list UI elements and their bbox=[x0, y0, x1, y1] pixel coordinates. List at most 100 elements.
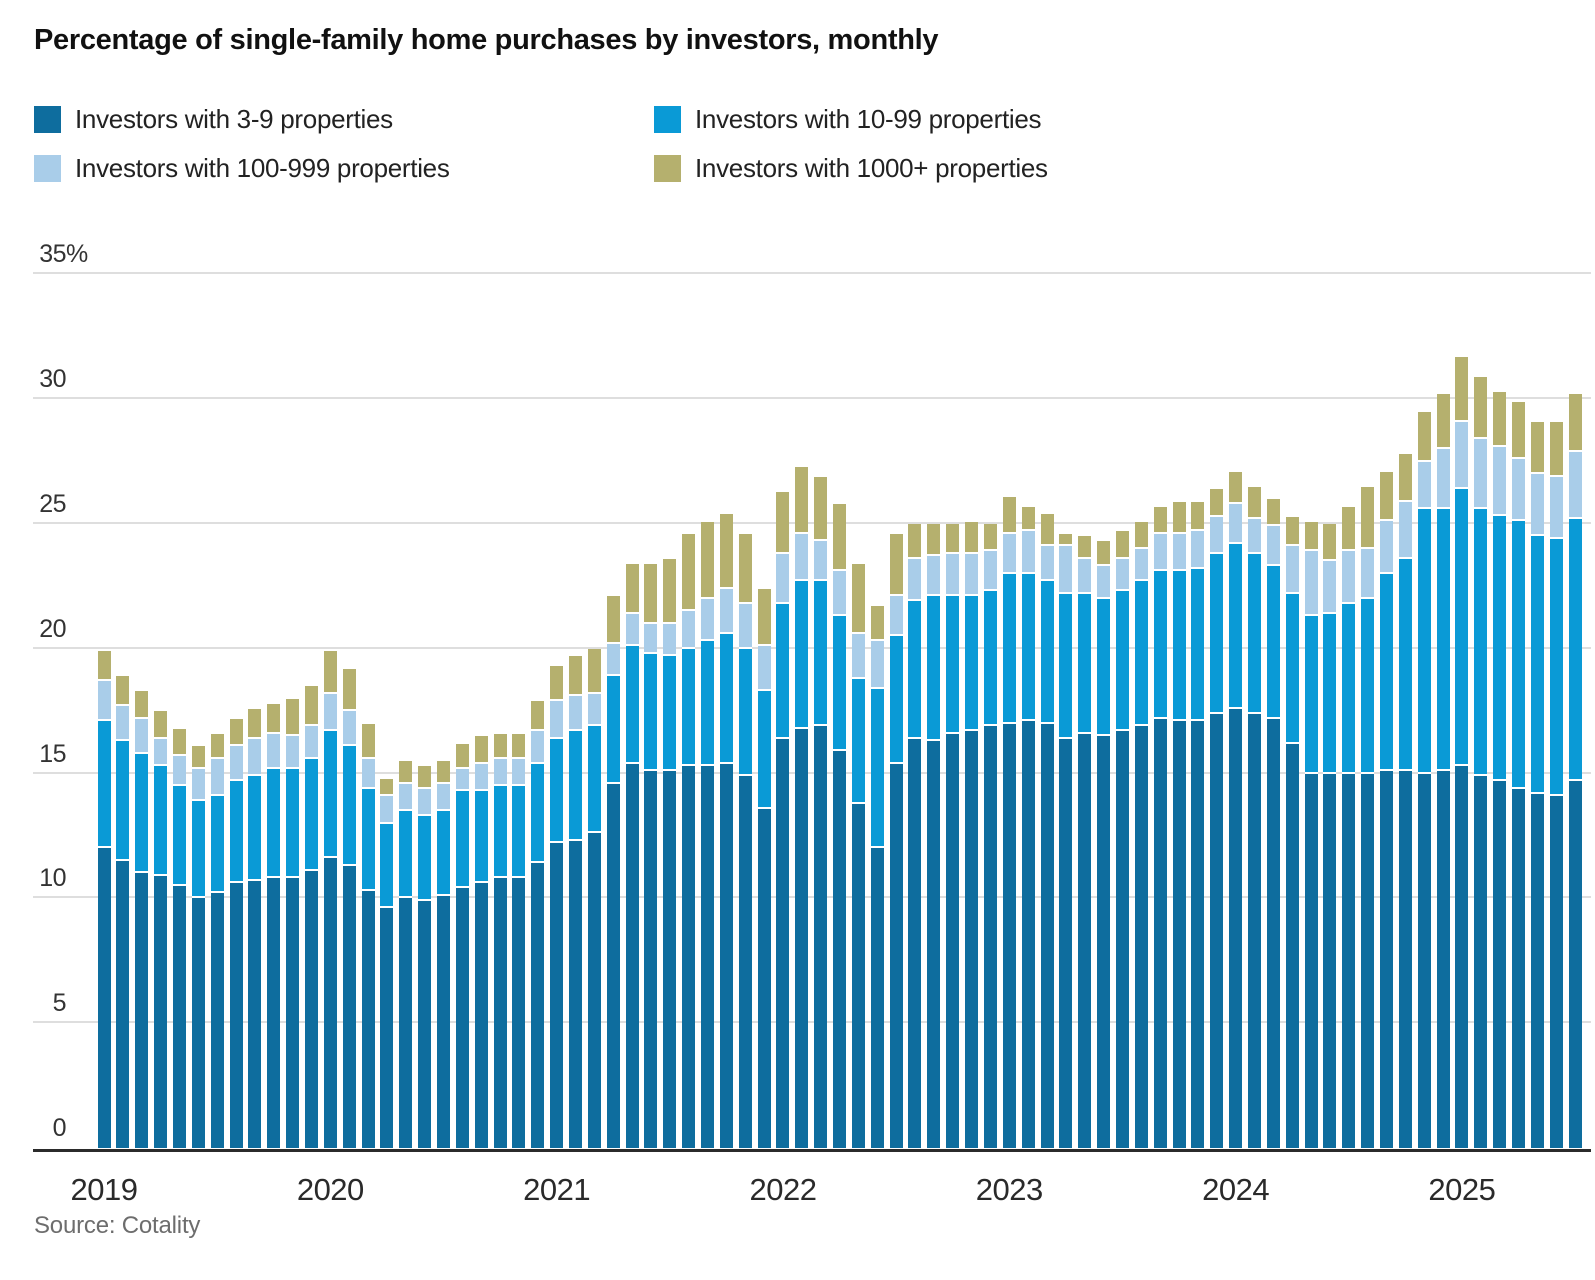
bar-segment-series-2 bbox=[1172, 533, 1186, 572]
bar-may-2025 bbox=[1530, 421, 1544, 1148]
bar-segment-series-2 bbox=[474, 763, 488, 792]
bar-segment-series-0 bbox=[361, 890, 375, 1148]
bar-segment-series-0 bbox=[682, 766, 696, 1148]
bar-segment-series-1 bbox=[418, 816, 432, 901]
bar-segment-series-2 bbox=[682, 611, 696, 649]
bar-segment-series-1 bbox=[1323, 613, 1337, 774]
bar-segment-series-2 bbox=[418, 788, 432, 817]
bar-segment-series-2 bbox=[135, 718, 149, 754]
bar-segment-series-0 bbox=[1398, 771, 1412, 1148]
bar-sep-2021 bbox=[701, 521, 715, 1148]
bar-aug-2020 bbox=[455, 743, 469, 1148]
legend-swatch-3-9-icon bbox=[34, 106, 61, 133]
bar-segment-series-3 bbox=[342, 668, 356, 712]
bar-segment-series-3 bbox=[606, 596, 620, 644]
x-axis-year-label-2025: 2025 bbox=[1428, 1172, 1496, 1207]
bar-segment-series-3 bbox=[210, 733, 224, 759]
bar-segment-series-0 bbox=[1134, 726, 1148, 1148]
bar-may-2022 bbox=[851, 563, 865, 1148]
bar-segment-series-2 bbox=[946, 553, 960, 597]
bar-segment-series-3 bbox=[323, 651, 337, 694]
bar-segment-series-3 bbox=[738, 533, 752, 604]
bar-jan-2023 bbox=[1002, 496, 1016, 1148]
bar-segment-series-3 bbox=[1021, 506, 1035, 532]
bar-segment-series-0 bbox=[550, 843, 564, 1148]
bar-nov-2021 bbox=[738, 533, 752, 1148]
bar-segment-series-2 bbox=[1040, 546, 1054, 582]
bar-segment-series-3 bbox=[1568, 394, 1582, 452]
bar-dec-2021 bbox=[757, 588, 771, 1148]
bar-segment-series-3 bbox=[135, 691, 149, 719]
bar-segment-series-3 bbox=[1229, 471, 1243, 505]
bar-segment-series-1 bbox=[172, 786, 186, 886]
bar-segment-series-2 bbox=[1210, 516, 1224, 554]
bar-segment-series-3 bbox=[436, 761, 450, 784]
bar-segment-series-2 bbox=[1097, 566, 1111, 599]
bar-segment-series-3 bbox=[418, 766, 432, 789]
bar-segment-series-0 bbox=[154, 875, 168, 1148]
bar-nov-2022 bbox=[965, 521, 979, 1148]
bar-segment-series-0 bbox=[399, 898, 413, 1148]
bar-segment-series-1 bbox=[1210, 553, 1224, 714]
legend-swatch-1000plus-icon bbox=[654, 155, 681, 182]
bar-jul-2021 bbox=[663, 558, 677, 1148]
bar-jun-2022 bbox=[870, 606, 884, 1148]
bar-segment-series-2 bbox=[1078, 558, 1092, 594]
bar-segment-series-0 bbox=[286, 878, 300, 1148]
bar-segment-series-1 bbox=[625, 646, 639, 764]
bar-jun-2023 bbox=[1097, 541, 1111, 1148]
bar-jun-2021 bbox=[644, 563, 658, 1148]
bar-segment-series-0 bbox=[870, 848, 884, 1148]
bar-segment-series-3 bbox=[1078, 536, 1092, 559]
bar-segment-series-3 bbox=[587, 648, 601, 694]
bar-segment-series-1 bbox=[757, 691, 771, 809]
bar-segment-series-0 bbox=[267, 878, 281, 1148]
bar-feb-2019 bbox=[116, 676, 130, 1148]
bar-segment-series-1 bbox=[1304, 616, 1318, 774]
bar-segment-series-2 bbox=[304, 726, 318, 759]
bar-segment-series-0 bbox=[757, 808, 771, 1148]
bar-segment-series-1 bbox=[1342, 603, 1356, 774]
bar-segment-series-2 bbox=[1361, 548, 1375, 599]
bar-segment-series-2 bbox=[1304, 551, 1318, 617]
bar-segment-series-1 bbox=[1040, 581, 1054, 724]
legend-item-10-99: Investors with 10-99 properties bbox=[654, 104, 1042, 135]
bar-segment-series-1 bbox=[97, 721, 111, 849]
bar-segment-series-0 bbox=[1229, 708, 1243, 1148]
bar-segment-series-0 bbox=[814, 726, 828, 1148]
bar-jun-2024 bbox=[1323, 524, 1337, 1148]
bar-segment-series-2 bbox=[1323, 561, 1337, 614]
bar-segment-series-2 bbox=[1134, 548, 1148, 582]
bar-segment-series-1 bbox=[531, 763, 545, 864]
bar-segment-series-2 bbox=[531, 731, 545, 764]
bar-oct-2019 bbox=[267, 703, 281, 1148]
bar-segment-series-0 bbox=[946, 733, 960, 1148]
bar-jul-2024 bbox=[1342, 506, 1356, 1148]
bar-segment-series-0 bbox=[1568, 781, 1582, 1148]
bar-segment-series-3 bbox=[1285, 516, 1299, 547]
bar-segment-series-2 bbox=[1512, 459, 1525, 522]
bar-segment-series-0 bbox=[606, 783, 620, 1148]
gridline-20 bbox=[33, 646, 1591, 649]
bar-segment-series-0 bbox=[97, 848, 111, 1148]
bar-segment-series-1 bbox=[1153, 571, 1167, 719]
bar-segment-series-2 bbox=[512, 758, 526, 787]
bar-segment-series-1 bbox=[210, 796, 224, 894]
bar-segment-series-2 bbox=[889, 596, 903, 637]
bar-mar-2023 bbox=[1040, 514, 1054, 1148]
bar-segment-series-3 bbox=[1134, 521, 1148, 549]
bar-segment-series-0 bbox=[1342, 773, 1356, 1148]
bar-segment-series-0 bbox=[1304, 773, 1318, 1148]
bar-segment-series-3 bbox=[927, 524, 941, 557]
bar-apr-2021 bbox=[606, 596, 620, 1148]
bar-segment-series-3 bbox=[191, 746, 205, 769]
bar-segment-series-2 bbox=[380, 796, 394, 824]
bar-apr-2023 bbox=[1059, 533, 1073, 1148]
bar-segment-series-2 bbox=[399, 783, 413, 812]
bar-segment-series-2 bbox=[701, 598, 715, 642]
y-axis-tick-label-5: 5 bbox=[52, 989, 67, 1018]
bar-segment-series-3 bbox=[267, 703, 281, 734]
bar-segment-series-3 bbox=[493, 733, 507, 759]
bar-segment-series-1 bbox=[719, 633, 733, 764]
